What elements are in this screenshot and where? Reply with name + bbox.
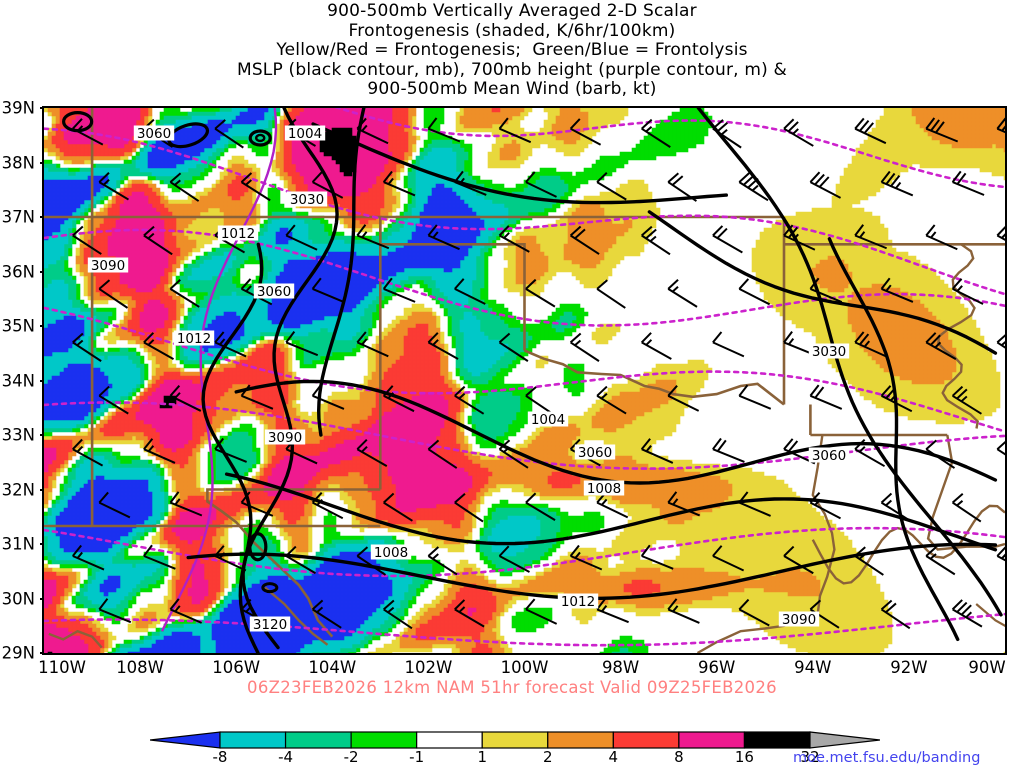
svg-text:3060: 3060 [578,445,612,461]
svg-text:3030: 3030 [290,192,324,208]
svg-text:3060: 3060 [137,126,171,142]
colorbar-tick-neg2: -2 [343,748,359,766]
svg-text:1008: 1008 [374,545,408,561]
lon-tick-92W: 92W [890,658,928,677]
svg-text:1012: 1012 [221,226,255,242]
svg-text:3120: 3120 [253,617,287,633]
colorbar-tick-neg4: -4 [278,748,294,766]
lon-tick-94W: 94W [794,658,832,677]
forecast-caption: 06Z23FEB2026 12km NAM 51hr forecast Vali… [247,678,777,697]
svg-text:1008: 1008 [587,481,621,497]
lat-tick-36N: 36N [1,262,35,281]
lat-tick-37N: 37N [1,207,35,227]
lat-tick-38N: 38N [1,153,35,172]
lon-tick-102W: 102W [404,658,453,677]
lat-tick-39N: 39N [1,98,35,118]
colorbar-swatches [150,731,880,749]
colorbar-tick-32: 32 [800,748,820,766]
title-line-5: 900-500mb Mean Wind (barb, kt) [367,79,657,99]
title-line-1: 900-500mb Vertically Averaged 2-D Scalar [327,1,697,21]
lat-tick-30N: 30N [1,589,35,608]
title-line-2: Frontogenesis (shaded, K/6hr/100km) [348,20,676,41]
colorbar[interactable] [150,730,880,768]
lon-tick-90W: 90W [968,658,1006,677]
lon-tick-106W: 106W [212,658,261,677]
svg-text:3060: 3060 [812,448,846,464]
svg-text:3060: 3060 [257,284,291,300]
svg-text:3090: 3090 [268,430,302,446]
colorbar-tick-8: 8 [674,748,684,766]
svg-text:1012: 1012 [561,594,595,610]
lat-tick-32N: 32N [1,480,35,499]
title-line-3: Yellow/Red = Frontogenesis; Green/Blue =… [276,40,748,60]
svg-text:3030: 3030 [812,344,846,360]
credit-link[interactable]: moe.met.fsu.edu/banding [793,750,981,766]
lat-tick-31N: 31N [1,534,35,554]
title-line-4: MSLP (black contour, mb), 700mb height (… [236,59,788,80]
svg-text:3090: 3090 [782,612,816,628]
svg-text:1004: 1004 [288,126,322,142]
lon-tick-110W: 110W [38,658,86,677]
colorbar-tick-1: 1 [477,748,487,766]
lon-tick-100W: 100W [500,658,549,677]
lat-tick-29N: 29N [1,643,35,663]
colorbar-tick-16: 16 [734,748,754,766]
lon-tick-104W: 104W [308,658,357,677]
colorbar-tick-neg1: -1 [409,748,425,766]
latitude-axis: 39N 38N 37N 36N 35N 34N 33N 32N 31N 30N 29N [0,0,48,768]
lat-tick-35N: 35N [1,316,35,336]
wind-barbs [72,117,1005,630]
lat-tick-33N: 33N [1,425,35,445]
colorbar-tick-4: 4 [608,748,619,766]
map-plot-area[interactable]: 3060 1004 3030 1012 3090 3060 1012 3030 1004 3090… [42,106,1007,655]
lon-tick-96W: 96W [698,658,736,677]
longitude-axis: 110W 108W 106W 104W 102W 100W 98W 96W 94W 92W 90W [0,658,1024,680]
svg-text:3090: 3090 [91,258,125,274]
colorbar-tick-neg8: -8 [212,748,228,766]
page-title: 900-500mb Vertically Averaged 2-D Scalar… [0,1,1024,100]
svg-text:1012: 1012 [177,331,211,347]
lat-tick-34N: 34N [1,371,35,390]
svg-text:1004: 1004 [531,412,565,428]
map-canvas: 3060 1004 3030 1012 3090 3060 1012 3030 1004 3090… [44,108,1005,653]
lon-tick-108W: 108W [116,658,164,677]
colorbar-tick-labels: -8 -4 -2 -1 1 2 4 8 16 32 [150,748,880,768]
colorbar-tick-2: 2 [542,748,553,766]
contour-labels: 3060 1004 3030 1012 3090 3060 1012 3030 1004 3090… [87,125,850,633]
height-contours [44,108,1005,647]
lon-tick-98W: 98W [601,658,640,677]
